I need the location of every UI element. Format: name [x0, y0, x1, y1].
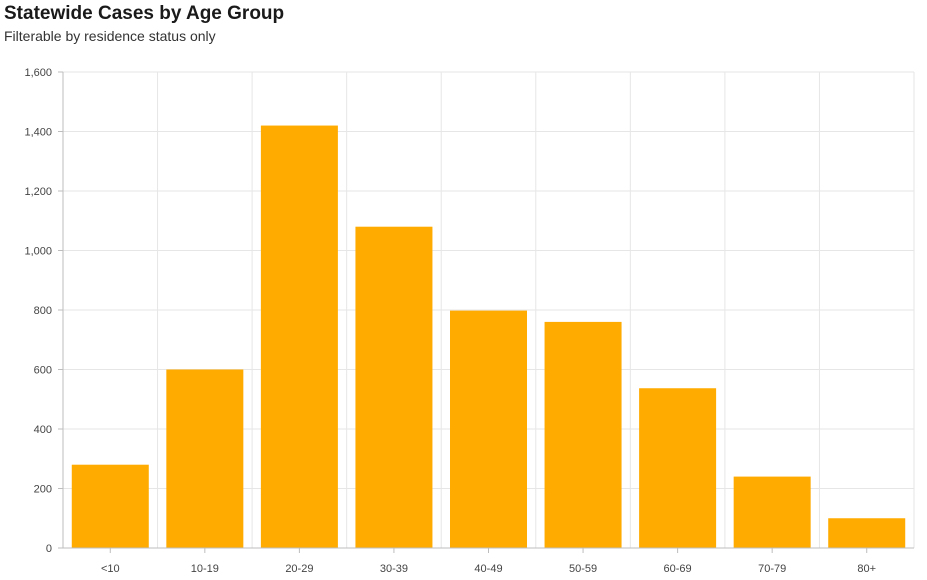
x-tick-label: 80+ [857, 563, 876, 575]
axis-layer [58, 71, 914, 553]
bar[interactable] [355, 226, 433, 548]
y-tick-label: 800 [34, 305, 52, 317]
x-tick-label: 70-79 [758, 563, 786, 575]
x-tick-label: 30-39 [380, 563, 408, 575]
y-tick-label: 1,200 [24, 186, 52, 198]
bar[interactable] [260, 125, 338, 549]
y-tick-label: 600 [34, 365, 52, 377]
chart-subtitle: Filterable by residence status only [4, 28, 216, 44]
bar[interactable] [544, 321, 622, 548]
x-tick-label: 60-69 [664, 563, 692, 575]
bar[interactable] [450, 310, 527, 548]
y-tick-label: 1,600 [24, 67, 52, 79]
y-tick-label: 0 [46, 543, 52, 555]
bar[interactable] [71, 464, 149, 548]
bar[interactable] [166, 369, 244, 549]
y-tick-label: 200 [34, 484, 52, 496]
y-tick-label: 1,000 [24, 246, 52, 258]
label-layer: 0 200 400 600 800 1,000 1,200 1,400 1,600 <10 10-1… [24, 67, 876, 575]
y-tick-label: 1,400 [24, 127, 52, 139]
chart-title: Statewide Cases by Age Group [4, 3, 285, 24]
x-tick-label: 20-29 [285, 563, 313, 575]
x-tick-label: 10-19 [191, 563, 219, 575]
y-tick-label: 400 [34, 424, 52, 436]
bar[interactable] [733, 476, 811, 548]
bar-layer [71, 125, 906, 549]
bar[interactable] [639, 388, 717, 548]
x-tick-label: 50-59 [569, 563, 597, 575]
x-tick-label: <10 [101, 563, 120, 575]
x-tick-label: 40-49 [474, 563, 502, 575]
bar[interactable] [828, 518, 906, 548]
